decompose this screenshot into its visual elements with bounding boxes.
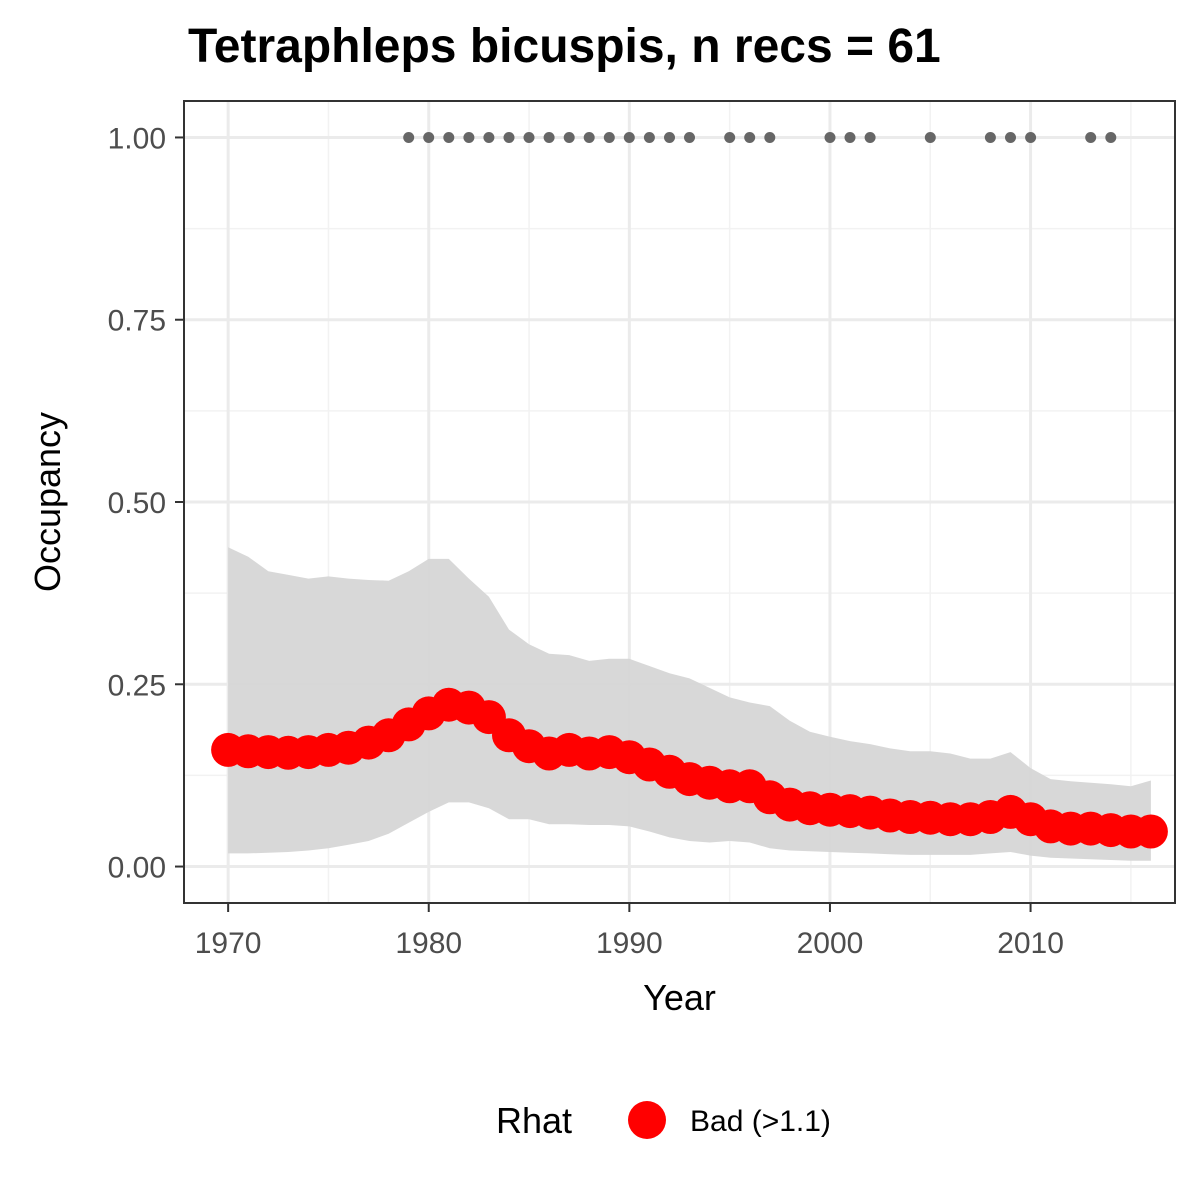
- record-dot: [684, 132, 695, 143]
- y-axis-ticks: 0.00 0.25 0.50 0.75 1.00: [108, 122, 184, 885]
- y-tick-label: 0.75: [108, 305, 166, 338]
- x-tick-label: 2010: [997, 927, 1064, 960]
- y-axis-title: Occupancy: [27, 412, 68, 592]
- record-dot: [984, 132, 996, 143]
- record-dot: [1005, 132, 1016, 143]
- record-dot: [483, 132, 495, 143]
- record-dot: [583, 132, 595, 143]
- record-dot: [864, 132, 876, 143]
- record-dot: [543, 132, 555, 143]
- record-dot: [764, 132, 776, 143]
- record-dot: [443, 132, 455, 143]
- record-dot: [1085, 132, 1097, 143]
- record-dot: [423, 132, 435, 143]
- record-dot: [924, 132, 936, 143]
- record-dot: [724, 132, 736, 143]
- x-axis-title: Year: [643, 977, 716, 1018]
- record-dot: [463, 132, 475, 143]
- y-tick-label: 0.50: [108, 487, 166, 520]
- occupancy-point: [1133, 814, 1168, 849]
- legend-key: [628, 1101, 666, 1139]
- y-tick-label: 1.00: [108, 122, 166, 155]
- x-tick-label: 1970: [195, 927, 262, 960]
- record-dot: [844, 132, 856, 143]
- record-dot: [824, 132, 836, 143]
- record-dots-layer: [403, 132, 1117, 143]
- record-dot: [563, 132, 575, 143]
- legend: Rhat Bad (>1.1): [496, 1100, 831, 1141]
- legend-label: Bad (>1.1): [690, 1105, 831, 1138]
- record-dot: [503, 132, 515, 143]
- record-dot: [1105, 132, 1117, 143]
- x-tick-label: 1990: [596, 927, 663, 960]
- legend-title: Rhat: [496, 1100, 572, 1141]
- record-dot: [744, 132, 756, 143]
- record-dot: [1025, 132, 1037, 143]
- record-dot: [523, 132, 535, 143]
- record-dot: [623, 132, 635, 143]
- credible-interval-ribbon: [228, 547, 1151, 861]
- y-tick-label: 0.25: [108, 669, 166, 702]
- record-dot: [643, 132, 655, 143]
- x-tick-label: 2000: [797, 927, 864, 960]
- credible-interval-layer: [228, 547, 1151, 861]
- record-dot: [603, 132, 615, 143]
- x-tick-label: 1980: [395, 927, 462, 960]
- occupancy-points-layer: [211, 687, 1168, 849]
- y-tick-label: 0.00: [108, 852, 166, 885]
- record-dot: [403, 132, 415, 143]
- x-axis-ticks: 1970 1980 1990 2000 2010: [195, 903, 1064, 960]
- chart-title: Tetraphleps bicuspis, n recs = 61: [188, 20, 941, 73]
- record-dot: [664, 132, 675, 143]
